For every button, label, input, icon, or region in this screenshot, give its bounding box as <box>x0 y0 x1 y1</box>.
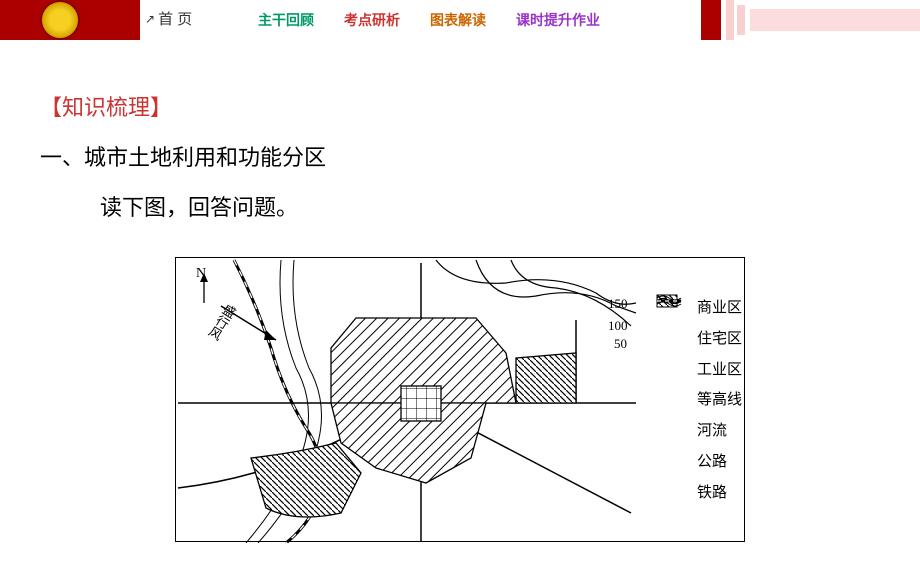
north-indicator: N <box>196 266 206 282</box>
header-bar: ↗ 首 页 主干回顾 考点研析 图表解读 课时提升作业 <box>0 0 920 40</box>
legend-industrial-label: 工业区 <box>697 355 742 386</box>
section-title: 【知识梳理】 <box>40 90 880 122</box>
diagram-wrapper: N 盛行风 150 100 50 商业区 住宅区 工业区 <box>40 257 880 542</box>
legend-residential: 住宅区 <box>655 324 742 355</box>
instruction: 读下图，回答问题。 <box>100 190 880 222</box>
pink-bars <box>726 0 745 40</box>
legend-industrial: 工业区 <box>655 355 742 386</box>
contour-150: 150 <box>608 296 628 312</box>
red-bar <box>701 0 721 40</box>
header-right-decor <box>701 0 920 40</box>
content-area: 【知识梳理】 一、城市土地利用和功能分区 读下图，回答问题。 <box>0 40 920 542</box>
arrow-icon: ↗ <box>145 12 155 26</box>
map-legend: 商业区 住宅区 工业区 等高线 河流 <box>655 293 742 508</box>
legend-contour-label: 等高线 <box>697 385 742 416</box>
home-link[interactable]: ↗ 首 页 <box>145 8 192 29</box>
contour-50: 50 <box>614 336 627 352</box>
nav-items: 主干回顾 考点研析 图表解读 课时提升作业 <box>258 10 600 30</box>
nav-item-chart[interactable]: 图表解读 <box>430 10 486 30</box>
header-left-block <box>0 0 140 40</box>
legend-contour: 等高线 <box>655 385 742 416</box>
legend-road: 公路 <box>655 447 742 478</box>
home-label: 首 页 <box>158 8 192 29</box>
pink-strip <box>750 9 920 31</box>
contour-100: 100 <box>608 318 628 334</box>
legend-railway-label: 铁路 <box>697 478 727 509</box>
legend-railway: 铁路 <box>655 478 742 509</box>
logo <box>40 0 80 40</box>
nav-item-homework[interactable]: 课时提升作业 <box>516 10 600 30</box>
legend-river-label: 河流 <box>697 416 727 447</box>
legend-road-label: 公路 <box>697 447 727 478</box>
legend-residential-label: 住宅区 <box>697 324 742 355</box>
nav-item-review[interactable]: 主干回顾 <box>258 10 314 30</box>
heading: 一、城市土地利用和功能分区 <box>40 140 880 172</box>
city-map-diagram: N 盛行风 150 100 50 商业区 住宅区 工业区 <box>175 257 745 542</box>
nav-item-analysis[interactable]: 考点研析 <box>344 10 400 30</box>
legend-commercial-label: 商业区 <box>697 293 742 324</box>
legend-river: 河流 <box>655 416 742 447</box>
